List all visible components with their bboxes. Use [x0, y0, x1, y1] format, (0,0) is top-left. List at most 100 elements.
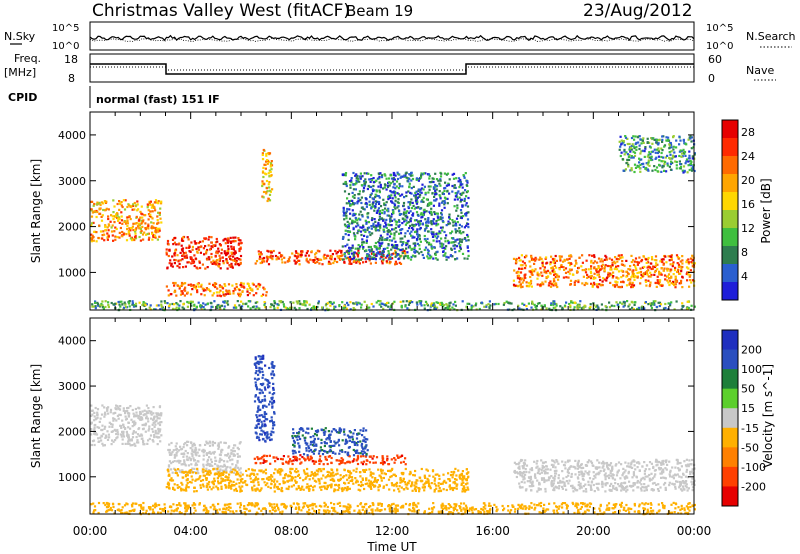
- data-cell: [404, 463, 407, 466]
- data-cell: [332, 261, 335, 265]
- data-cell: [158, 414, 161, 417]
- data-cell: [331, 253, 334, 256]
- data-cell: [361, 453, 364, 456]
- data-cell: [111, 423, 114, 426]
- data-cell: [360, 196, 363, 199]
- data-cell: [422, 188, 425, 191]
- data-cell: [295, 458, 298, 461]
- data-cell: [461, 186, 464, 189]
- data-cell: [687, 273, 690, 276]
- data-cell: [363, 234, 366, 237]
- data-cell: [548, 271, 551, 274]
- data-cell: [563, 258, 566, 261]
- data-cell: [191, 288, 194, 291]
- data-cell: [649, 156, 653, 160]
- data-cell: [622, 270, 625, 273]
- data-cell: [428, 177, 431, 180]
- data-cell: [690, 136, 693, 139]
- data-cell: [583, 305, 586, 308]
- data-cell: [653, 273, 656, 276]
- data-cell: [431, 247, 434, 250]
- data-cell: [351, 252, 354, 255]
- data-cell: [638, 167, 641, 170]
- data-cell: [257, 362, 260, 366]
- data-cell: [449, 254, 453, 257]
- data-cell: [470, 306, 473, 309]
- data-cell: [618, 140, 621, 143]
- data-cell: [681, 255, 684, 258]
- data-cell: [433, 246, 436, 249]
- data-cell: [605, 277, 608, 280]
- data-cell: [435, 198, 438, 201]
- data-cell: [463, 199, 466, 202]
- data-cell: [281, 458, 284, 461]
- data-cell: [681, 275, 684, 278]
- data-cell: [662, 263, 665, 266]
- data-cell: [441, 216, 444, 219]
- data-cell: [521, 302, 524, 305]
- data-cell: [270, 362, 273, 365]
- data-cell: [396, 454, 399, 457]
- data-cell: [527, 302, 530, 305]
- data-cell: [133, 304, 136, 307]
- data-cell: [674, 286, 677, 289]
- data-cell: [159, 428, 162, 431]
- data-cell: [196, 283, 199, 286]
- data-cell: [563, 304, 567, 307]
- data-cell: [292, 452, 295, 455]
- data-cell: [154, 199, 158, 202]
- data-cell: [586, 273, 589, 276]
- data-cell: [336, 260, 339, 264]
- data-cell: [159, 207, 162, 210]
- data-cell: [127, 231, 130, 234]
- data-cell: [523, 262, 526, 265]
- data-cell: [641, 149, 644, 152]
- data-cell: [591, 285, 594, 288]
- data-cell: [564, 271, 568, 274]
- data-cell: [233, 471, 236, 474]
- data-cell: [439, 179, 442, 182]
- data-cell: [268, 175, 271, 178]
- data-cell: [197, 285, 200, 288]
- data-cell: [552, 268, 555, 271]
- data-cell: [387, 252, 390, 255]
- data-cell: [539, 256, 542, 259]
- data-cell: [362, 247, 365, 250]
- data-cell: [358, 213, 361, 216]
- data-cell: [329, 262, 332, 265]
- data-cell: [306, 307, 309, 311]
- data-cell: [559, 259, 562, 262]
- data-cell: [118, 221, 121, 224]
- data-cell: [124, 442, 127, 445]
- data-cell: [101, 442, 104, 445]
- data-cell: [180, 244, 183, 247]
- data-cell: [422, 256, 425, 259]
- data-cell: [211, 464, 214, 467]
- data-cell: [362, 229, 365, 232]
- data-cell: [170, 264, 173, 267]
- data-cell: [396, 206, 399, 209]
- data-cell: [654, 281, 657, 284]
- data-cell: [617, 265, 620, 268]
- data-cell: [342, 182, 345, 185]
- data-cell: [529, 270, 532, 274]
- data-cell: [259, 462, 262, 465]
- data-cell: [246, 294, 249, 297]
- data-cell: [141, 437, 144, 440]
- data-cell: [241, 305, 244, 308]
- data-cell: [449, 307, 452, 310]
- data-cell: [156, 219, 159, 222]
- data-cell: [160, 434, 163, 437]
- data-cell: [559, 257, 562, 260]
- data-cell: [688, 154, 691, 157]
- data-cell: [261, 456, 264, 459]
- data-cell: [647, 303, 650, 306]
- data-cell: [96, 408, 100, 411]
- data-cell: [393, 204, 397, 207]
- data-cell: [415, 202, 419, 205]
- data-cell: [346, 226, 349, 229]
- data-cell: [118, 303, 121, 306]
- data-cell: [356, 178, 359, 181]
- data-cell: [291, 449, 294, 452]
- data-cell: [633, 151, 637, 154]
